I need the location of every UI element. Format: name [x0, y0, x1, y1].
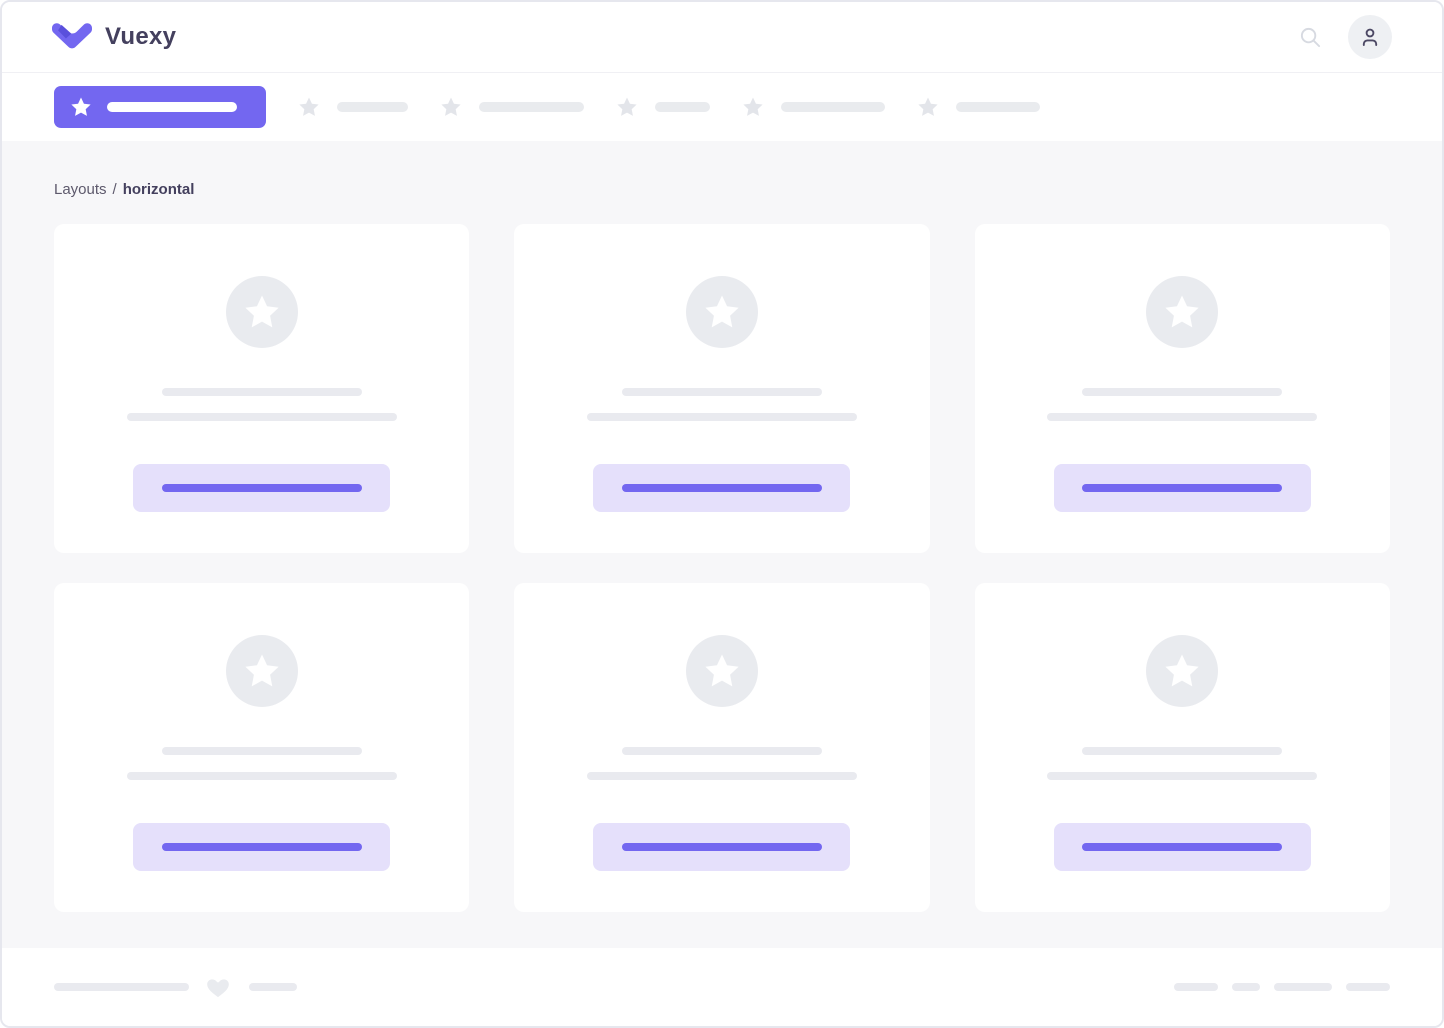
star-icon: [617, 97, 637, 116]
placeholder-card: [514, 583, 930, 912]
star-icon: [743, 97, 763, 116]
placeholder-bar: [479, 102, 584, 112]
star-icon: [245, 295, 279, 328]
nav-item-active[interactable]: [54, 86, 266, 128]
placeholder-bar: [1274, 983, 1332, 991]
app-footer: [2, 948, 1442, 1026]
placeholder-card: [54, 583, 470, 912]
placeholder-card: [514, 224, 930, 553]
search-icon[interactable]: [1299, 26, 1322, 49]
brand-name: Vuexy: [105, 23, 177, 50]
card-action-button[interactable]: [1053, 464, 1311, 512]
user-avatar-button[interactable]: [1348, 15, 1392, 59]
person-icon: [1362, 28, 1378, 46]
brand[interactable]: Vuexy: [52, 22, 176, 53]
breadcrumb: Layouts / horizontal: [54, 178, 1390, 200]
button-label-placeholder: [1082, 843, 1283, 851]
nav-item[interactable]: [917, 96, 1040, 118]
placeholder-bar: [107, 102, 237, 112]
star-icon: [1165, 654, 1199, 687]
image-placeholder: [685, 635, 758, 707]
placeholder-bar: [337, 102, 408, 112]
image-placeholder: [685, 276, 758, 348]
title-placeholder: [621, 388, 822, 396]
button-label-placeholder: [161, 843, 362, 851]
placeholder-bar: [1346, 983, 1390, 991]
title-placeholder: [161, 388, 362, 396]
nav-item[interactable]: [298, 96, 408, 118]
nav-item[interactable]: [440, 96, 584, 118]
placeholder-card: [974, 224, 1390, 553]
text-placeholder: [126, 413, 397, 421]
image-placeholder: [1146, 635, 1219, 707]
text-placeholder: [1047, 772, 1318, 780]
star-icon: [705, 295, 739, 328]
text-placeholder: [586, 772, 857, 780]
placeholder-bar: [781, 102, 885, 112]
card-action-button[interactable]: [133, 464, 391, 512]
placeholder-bar: [54, 983, 189, 991]
placeholder-bar: [1232, 983, 1260, 991]
star-icon: [918, 97, 938, 116]
button-label-placeholder: [621, 843, 822, 851]
star-icon: [705, 654, 739, 687]
app-header: Vuexy: [2, 2, 1442, 73]
star-icon: [1165, 295, 1199, 328]
placeholder-card: [974, 583, 1390, 912]
title-placeholder: [1082, 388, 1283, 396]
text-placeholder: [586, 413, 857, 421]
placeholder-bar: [1174, 983, 1218, 991]
image-placeholder: [225, 276, 298, 348]
star-icon: [71, 97, 91, 116]
button-label-placeholder: [161, 484, 362, 492]
title-placeholder: [621, 747, 822, 755]
star-icon: [245, 654, 279, 687]
vuexy-logo-icon: [52, 22, 92, 48]
placeholder-bar: [249, 983, 297, 991]
card-grid: [54, 224, 1390, 912]
footer-left: [54, 975, 297, 999]
breadcrumb-current: horizontal: [122, 180, 195, 198]
placeholder-card: [54, 224, 470, 553]
image-placeholder: [1146, 276, 1219, 348]
text-placeholder: [126, 772, 397, 780]
card-action-button[interactable]: [593, 823, 851, 871]
text-placeholder: [1047, 413, 1318, 421]
star-icon: [441, 97, 461, 116]
breadcrumb-separator: /: [112, 180, 117, 198]
horizontal-menubar: [2, 73, 1442, 141]
nav-item[interactable]: [616, 96, 710, 118]
content-area: Layouts / horizontal: [2, 141, 1442, 948]
card-action-button[interactable]: [133, 823, 391, 871]
button-label-placeholder: [621, 484, 822, 492]
placeholder-bar: [655, 102, 710, 112]
header-actions: [1299, 15, 1392, 59]
title-placeholder: [1082, 747, 1283, 755]
nav-item[interactable]: [742, 96, 885, 118]
title-placeholder: [161, 747, 362, 755]
footer-right: [1174, 983, 1390, 991]
button-label-placeholder: [1082, 484, 1283, 492]
heart-icon: [207, 979, 229, 998]
card-action-button[interactable]: [593, 464, 851, 512]
placeholder-bar: [956, 102, 1040, 112]
card-action-button[interactable]: [1053, 823, 1311, 871]
breadcrumb-section[interactable]: Layouts: [54, 180, 107, 198]
image-placeholder: [225, 635, 298, 707]
star-icon: [299, 97, 319, 116]
